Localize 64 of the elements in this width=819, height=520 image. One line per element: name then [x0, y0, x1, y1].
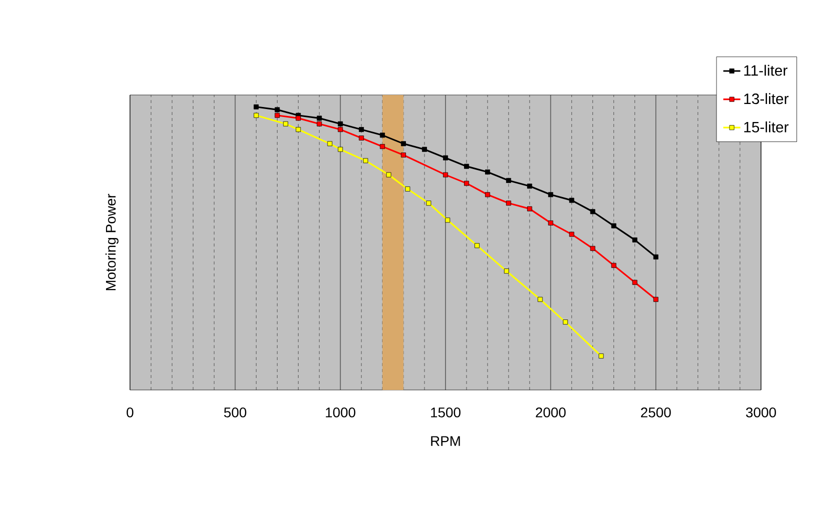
point [569, 198, 574, 203]
x-tick-label: 500 [224, 407, 246, 418]
point [274, 112, 280, 118]
point [506, 178, 512, 183]
point [316, 121, 322, 126]
point [316, 116, 322, 121]
point [445, 218, 450, 223]
point [380, 144, 385, 150]
point [590, 246, 596, 251]
point [327, 141, 332, 146]
point [386, 172, 392, 178]
point [254, 104, 259, 110]
x-tick-label: 2000 [536, 407, 566, 418]
point [485, 192, 490, 198]
point [653, 296, 658, 302]
point [506, 200, 512, 206]
point [548, 220, 554, 226]
point [274, 107, 280, 112]
point [569, 232, 574, 237]
point [254, 112, 259, 118]
point [611, 223, 616, 228]
point [296, 116, 301, 121]
point [632, 280, 638, 285]
x-tick-label: 1000 [326, 407, 356, 418]
point [632, 237, 638, 242]
point [653, 254, 658, 260]
point [443, 155, 448, 160]
point [538, 296, 543, 302]
point [527, 206, 532, 212]
point [527, 184, 532, 189]
point [338, 127, 343, 132]
legend-label: 11-liter [744, 64, 788, 76]
point [443, 172, 448, 178]
point [296, 127, 301, 132]
point [358, 136, 364, 141]
point [405, 186, 410, 192]
point [426, 200, 432, 206]
point [358, 127, 364, 132]
point [464, 164, 470, 169]
x-tick-label: 1500 [431, 407, 460, 418]
point [422, 146, 427, 152]
point [590, 209, 596, 214]
point [485, 169, 490, 174]
point [611, 262, 616, 268]
point [363, 158, 368, 164]
x-axis-title: RPM [431, 436, 460, 446]
x-tick-label: 0 [126, 407, 134, 418]
point [562, 320, 568, 325]
y-axis-title: Motoring Power [105, 194, 118, 290]
point [400, 141, 406, 146]
point [380, 132, 385, 138]
point [338, 121, 343, 126]
point [338, 146, 343, 152]
point [474, 243, 480, 248]
point [548, 192, 554, 198]
x-tick-label: 2500 [641, 407, 671, 418]
legend-label: 15-liter [744, 121, 789, 132]
point [464, 180, 470, 186]
legend-label: 13-liter [744, 93, 789, 104]
point [598, 354, 604, 359]
point [400, 152, 406, 158]
point [283, 121, 288, 126]
x-tick-label: 3000 [746, 407, 776, 418]
point [504, 268, 509, 274]
